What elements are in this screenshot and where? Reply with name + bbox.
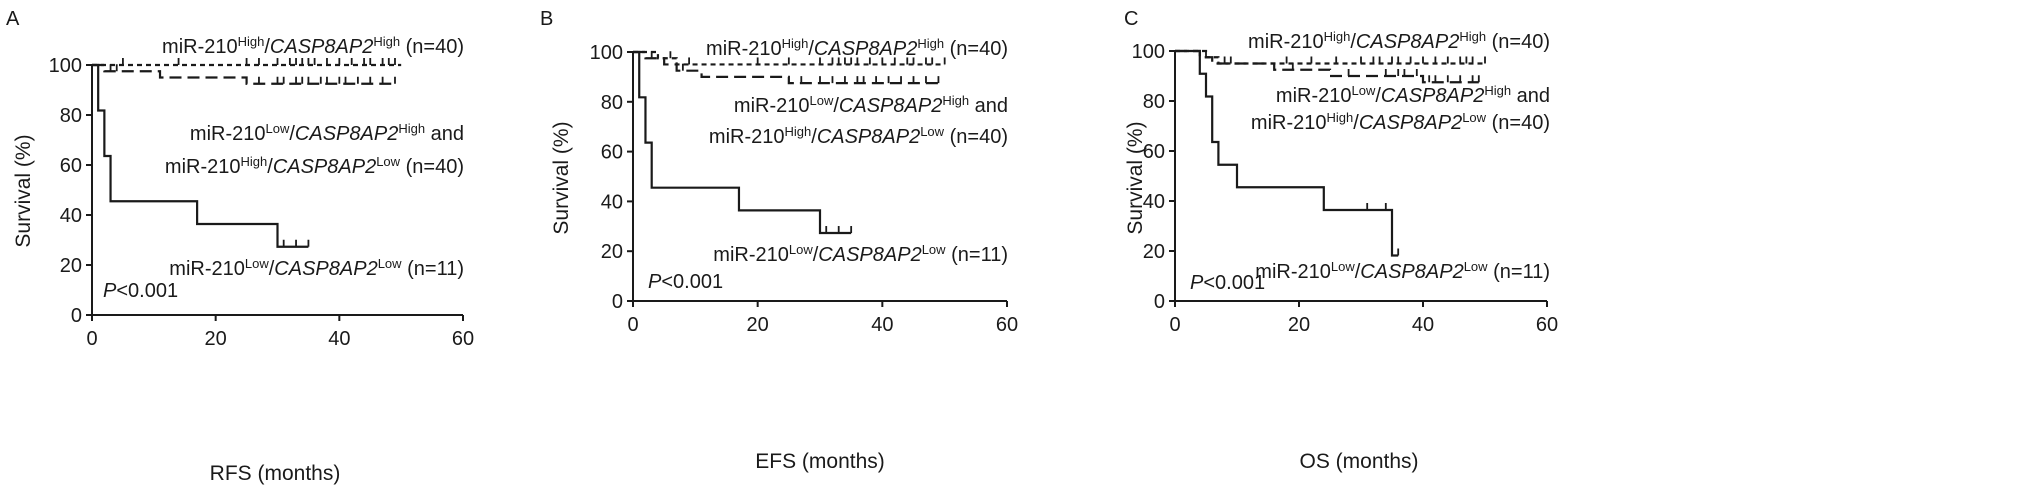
series-label-low-low-b: miR-210Low/CASP8AP2Low (n=11) [713,242,1008,266]
y-tick-label: 100 [49,55,82,77]
y-axis-label-a: Survival (%) [12,134,35,247]
series-label-low-low-a: miR-210Low/CASP8AP2Low (n=11) [169,256,464,280]
series-label-mixed-c-line2: miR-210High/CASP8AP2Low (n=40) [1251,110,1550,134]
series-label-mixed-b-line2: miR-210High/CASP8AP2Low (n=40) [709,124,1008,148]
y-tick-label: 0 [612,291,623,313]
panel-letter-c: C [1124,8,1138,30]
y-tick-label: 40 [60,205,82,227]
x-axis-label-b: EFS (months) [755,450,885,473]
y-tick-label: 80 [601,92,623,114]
x-tick-label: 0 [627,314,638,336]
y-tick-label: 60 [1143,141,1165,163]
panel-c: C Survival (%) OS (months) miR-210High/C… [1124,8,1558,473]
series-label-high-high-c: miR-210High/CASP8AP2High (n=40) [1248,29,1550,53]
km-curve-dashed [633,50,939,85]
y-tick-label: 40 [601,191,623,213]
y-tick-label: 100 [1132,41,1165,63]
series-label-mixed-a-line2: miR-210High/CASP8AP2Low (n=40) [165,154,464,178]
series-label-mixed-c-line1: miR-210Low/CASP8AP2High and [1276,83,1550,107]
x-tick-label: 40 [871,314,893,336]
x-tick-label: 40 [1412,314,1434,336]
panel-letter-b: B [540,8,553,30]
km-curve-dashed [92,63,395,85]
p-value-a: P<0.001 [103,280,178,302]
p-value-b: P<0.001 [648,271,723,293]
series-label-high-high-b: miR-210High/CASP8AP2High (n=40) [706,36,1008,60]
y-tick-label: 100 [590,42,623,64]
y-tick-label: 60 [60,155,82,177]
y-tick-label: 60 [601,142,623,164]
x-axis-label-a: RFS (months) [210,462,341,485]
y-tick-label: 20 [601,241,623,263]
series-label-mixed-b-line1: miR-210Low/CASP8AP2High and [734,93,1008,117]
y-axis-label-b: Survival (%) [550,121,573,234]
km-curve-dashed [1175,49,1479,84]
y-tick-label: 20 [60,255,82,277]
x-tick-label: 20 [205,328,227,350]
x-tick-label: 0 [86,328,97,350]
x-tick-label: 40 [328,328,350,350]
series-label-mixed-a-line1: miR-210Low/CASP8AP2High and [190,121,464,145]
y-axis-label-c: Survival (%) [1124,121,1147,234]
p-value-c: P<0.001 [1190,272,1265,294]
y-tick-label: 80 [60,105,82,127]
x-tick-label: 0 [1169,314,1180,336]
km-curve-solid [1175,49,1399,257]
x-tick-label: 20 [1288,314,1310,336]
x-tick-label: 60 [996,314,1018,336]
x-tick-label: 60 [452,328,474,350]
panel-letter-a: A [6,8,20,30]
y-tick-label: 0 [1154,291,1165,313]
x-axis-label-c: OS (months) [1299,450,1418,473]
panel-b: B Survival (%) EFS (months) miR-210High/… [540,8,1018,473]
km-curve-solid [633,50,852,235]
x-tick-label: 60 [1536,314,1558,336]
y-tick-label: 40 [1143,191,1165,213]
km-curve-solid [92,63,309,248]
y-tick-label: 80 [1143,91,1165,113]
y-tick-label: 20 [1143,241,1165,263]
series-label-high-high-a: miR-210High/CASP8AP2High (n=40) [162,34,464,58]
x-tick-label: 20 [747,314,769,336]
km-curve-dotted [633,50,945,66]
series-label-low-low-c: miR-210Low/CASP8AP2Low (n=11) [1255,259,1550,283]
y-tick-label: 0 [71,305,82,327]
panel-a: A Survival (%) RFS (months) miR-210High/… [6,8,474,485]
